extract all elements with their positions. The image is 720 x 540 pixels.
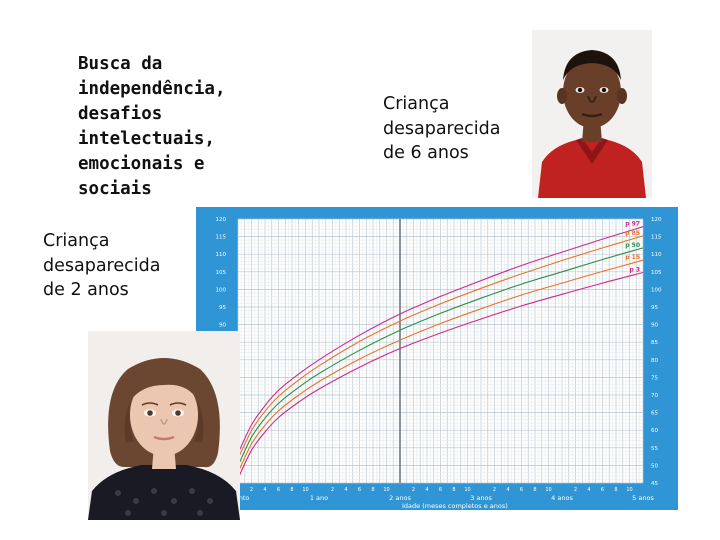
y-tick-label-right: 60 bbox=[651, 428, 658, 434]
percentile-line-p3 bbox=[237, 271, 644, 479]
x-month-tick-label: 4 bbox=[263, 487, 266, 493]
y-tick-label-right: 55 bbox=[651, 446, 658, 452]
y-tick-label-right: 85 bbox=[651, 340, 658, 346]
percentile-line-p15 bbox=[237, 259, 644, 473]
missing-girl-photo bbox=[88, 331, 240, 520]
x-month-tick-label: 2 bbox=[493, 487, 496, 493]
y-tick-label-right: 105 bbox=[651, 270, 662, 276]
x-month-tick-label: 10 bbox=[545, 487, 551, 493]
percentile-label: p 3 bbox=[629, 267, 640, 274]
x-month-tick-label: 8 bbox=[290, 487, 293, 493]
y-tick-label-right: 100 bbox=[651, 287, 662, 293]
percentile-label: p 97 bbox=[625, 221, 640, 228]
y-tick-label-left: 120 bbox=[216, 217, 227, 223]
x-month-tick-label: 8 bbox=[614, 487, 617, 493]
y-tick-label-right: 75 bbox=[651, 375, 658, 381]
grid-lines bbox=[237, 218, 644, 484]
y-tick-label-left: 115 bbox=[216, 235, 227, 241]
x-year-tick-label: 3 anos bbox=[470, 494, 492, 502]
y-tick-label-left: 105 bbox=[216, 270, 227, 276]
y-tick-label-right: 90 bbox=[651, 323, 658, 329]
percentile-label: p 85 bbox=[625, 230, 640, 237]
y-tick-label-right: 80 bbox=[651, 358, 658, 364]
caption-missing-6-years: Criança desaparecida de 6 anos bbox=[383, 94, 501, 163]
x-month-tick-label: 4 bbox=[506, 487, 509, 493]
x-year-tick-label: 1 ano bbox=[310, 494, 328, 502]
child-girl-photo-icon bbox=[88, 331, 240, 520]
x-month-tick-label: 10 bbox=[302, 487, 308, 493]
x-year-tick-label: 4 anos bbox=[551, 494, 573, 502]
y-tick-label-right: 115 bbox=[651, 235, 662, 241]
x-month-tick-label: 8 bbox=[533, 487, 536, 493]
x-month-tick-label: 4 bbox=[425, 487, 428, 493]
y-tick-label-left: 110 bbox=[216, 252, 227, 258]
y-tick-label-right: 45 bbox=[651, 481, 658, 487]
y-tick-label-right: 70 bbox=[651, 393, 658, 399]
x-month-tick-label: 6 bbox=[277, 487, 280, 493]
x-month-tick-label: 6 bbox=[601, 487, 604, 493]
percentile-label: p 50 bbox=[625, 242, 640, 249]
percentile-label: p 15 bbox=[625, 254, 640, 261]
x-month-tick-label: 10 bbox=[626, 487, 632, 493]
x-month-tick-label: 2 bbox=[331, 487, 334, 493]
x-month-tick-label: 6 bbox=[358, 487, 361, 493]
percentile-line-p85 bbox=[237, 235, 644, 459]
y-tick-label-left: 100 bbox=[216, 287, 227, 293]
y-tick-label-right: 95 bbox=[651, 305, 658, 311]
percentile-line-p97 bbox=[237, 226, 644, 454]
y-tick-label-left: 90 bbox=[219, 323, 226, 329]
growth-chart: 4545505055556060656570707575808085859090… bbox=[196, 207, 678, 510]
x-month-tick-label: 8 bbox=[371, 487, 374, 493]
y-tick-label-right: 120 bbox=[651, 217, 662, 223]
x-month-tick-label: 6 bbox=[439, 487, 442, 493]
x-month-tick-label: 10 bbox=[464, 487, 470, 493]
child-boy-photo-icon bbox=[532, 30, 652, 198]
slide-heading: Busca da independência, desafios intelec… bbox=[78, 54, 226, 199]
x-year-tick-label: 5 anos bbox=[632, 494, 654, 502]
x-month-tick-label: 4 bbox=[587, 487, 590, 493]
growth-chart-svg: 4545505055556060656570707575808085859090… bbox=[206, 217, 662, 510]
y-tick-label-right: 110 bbox=[651, 252, 662, 258]
y-tick-label-left: 95 bbox=[219, 305, 226, 311]
x-month-tick-label: 4 bbox=[344, 487, 347, 493]
y-tick-label-right: 50 bbox=[651, 463, 658, 469]
caption-missing-2-years: Criança desaparecida de 2 anos bbox=[43, 231, 161, 300]
x-month-tick-label: 2 bbox=[574, 487, 577, 493]
x-month-tick-label: 10 bbox=[383, 487, 389, 493]
x-month-tick-label: 2 bbox=[412, 487, 415, 493]
x-year-tick-label: 2 anos bbox=[389, 494, 411, 502]
x-month-tick-label: 6 bbox=[520, 487, 523, 493]
y-tick-label-right: 65 bbox=[651, 411, 658, 417]
x-axis-title: Idade (meses completos e anos) bbox=[402, 502, 508, 510]
percentile-line-p50 bbox=[237, 247, 644, 467]
x-month-tick-label: 2 bbox=[250, 487, 253, 493]
x-month-tick-label: 8 bbox=[452, 487, 455, 493]
missing-boy-photo bbox=[532, 30, 652, 198]
